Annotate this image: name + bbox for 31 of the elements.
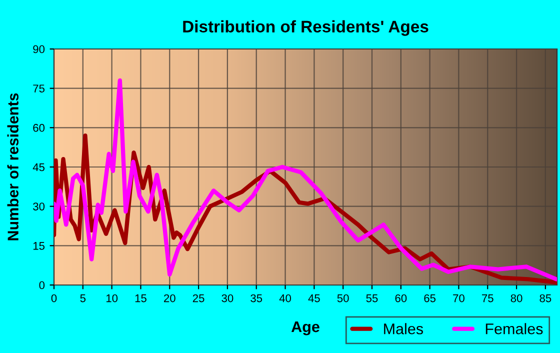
x-tick-label: 65 xyxy=(424,294,436,302)
line-series xyxy=(54,78,557,282)
x-tick-label: 45 xyxy=(308,294,320,302)
y-tick-label: 45 xyxy=(32,163,45,172)
x-tick-label: 55 xyxy=(366,294,378,302)
x-tick-label: 0 xyxy=(51,294,57,302)
x-tick-label: 80 xyxy=(510,294,522,302)
x-tick-label: 15 xyxy=(135,294,146,302)
x-tick-label: 25 xyxy=(192,294,204,302)
y-tick-label: 60 xyxy=(33,124,45,132)
x-tick-label: 5 xyxy=(80,294,86,302)
x-tick-label: 60 xyxy=(395,294,407,302)
x-tick-label: 20 xyxy=(164,294,176,302)
legend-label: Males xyxy=(384,323,424,334)
x-tick-label: 75 xyxy=(482,294,494,302)
x-axis-title: Age xyxy=(291,322,320,336)
x-tick-label: 85 xyxy=(540,294,552,302)
x-tick-label: 40 xyxy=(279,294,292,302)
y-tick-label: 30 xyxy=(33,202,45,210)
x-tick-label: 30 xyxy=(222,294,234,302)
legend-label: Females xyxy=(486,323,543,334)
y-tick-label: 90 xyxy=(33,45,45,54)
y-tick-label: 15 xyxy=(33,242,45,250)
y-tick-label: 75 xyxy=(33,84,45,92)
x-tick-label: 50 xyxy=(337,294,349,302)
x-tick-label: 70 xyxy=(453,294,464,302)
chart-title: Distribution of Residents' Ages xyxy=(183,20,428,36)
x-tick-label: 10 xyxy=(106,294,118,302)
y-axis-title: Number of residents xyxy=(7,93,18,240)
x-tick-label: 35 xyxy=(250,294,262,302)
y-tick-label: 0 xyxy=(39,281,45,290)
